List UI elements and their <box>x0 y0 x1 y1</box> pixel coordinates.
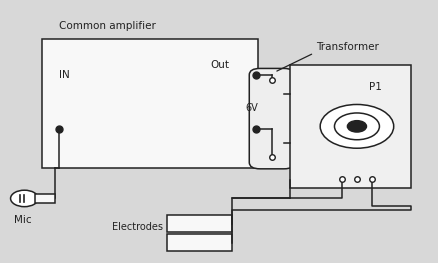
Text: Common amplifier: Common amplifier <box>59 21 156 31</box>
Circle shape <box>347 121 367 132</box>
Text: Mic: Mic <box>14 215 31 225</box>
Bar <box>167 215 232 232</box>
Text: 6V: 6V <box>245 103 258 113</box>
Text: IN: IN <box>59 70 70 80</box>
Bar <box>35 194 55 203</box>
Text: Out: Out <box>210 59 230 70</box>
Text: Transformer: Transformer <box>316 42 379 52</box>
Circle shape <box>335 113 379 140</box>
Circle shape <box>320 104 394 148</box>
Text: Electrodes: Electrodes <box>112 222 163 232</box>
FancyBboxPatch shape <box>249 68 295 169</box>
Text: P1: P1 <box>369 82 382 92</box>
Bar <box>290 64 411 188</box>
Circle shape <box>11 190 38 207</box>
Bar <box>42 39 258 168</box>
Bar <box>167 235 232 251</box>
